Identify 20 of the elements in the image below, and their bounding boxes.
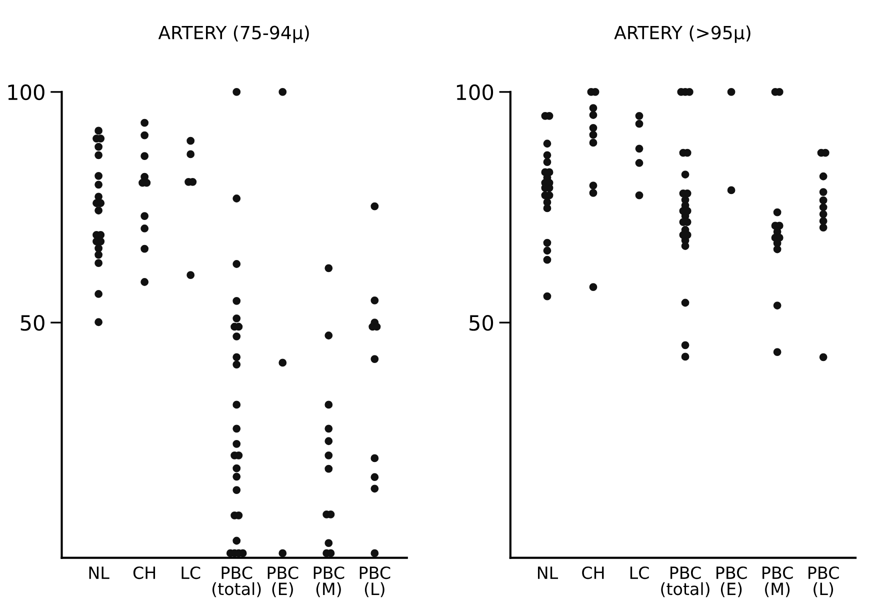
x-tick-label: NL: [89, 566, 110, 579]
chart-title: ARTERY (75-94μ): [158, 25, 309, 43]
x-tick-label: NL: [538, 566, 558, 579]
x-tick-label: CH: [133, 566, 156, 580]
x-tick-label: PBC (L): [360, 566, 390, 598]
y-tick-label: 50: [470, 315, 494, 331]
x-tick-label: PBC (total): [212, 566, 261, 598]
chart-title: ARTERY (>95μ): [614, 25, 750, 43]
x-tick-label: PBC (M): [762, 566, 793, 598]
x-tick-label: PBC (E): [268, 566, 298, 598]
x-tick-label: PBC (total): [661, 566, 710, 598]
x-tick-label: LC: [630, 566, 649, 580]
x-tick-label: PBC (M): [314, 566, 344, 598]
x-tick-label: LC: [182, 566, 200, 580]
y-tick-label: 50: [20, 315, 44, 331]
y-tick-label: 100: [8, 84, 44, 100]
x-tick-label: PBC (L): [808, 566, 839, 598]
y-tick-label: 100: [456, 84, 494, 100]
x-tick-label: CH: [582, 566, 604, 580]
x-tick-label: PBC (E): [716, 566, 747, 598]
